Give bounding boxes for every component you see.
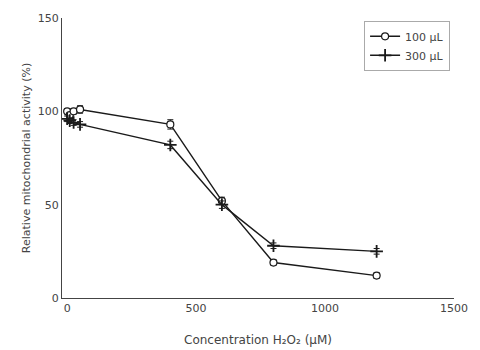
svg-text:150: 150 xyxy=(38,12,59,25)
svg-text:500: 500 xyxy=(186,302,207,315)
svg-text:Concentration H₂O₂ (μM): Concentration H₂O₂ (μM) xyxy=(184,333,332,347)
svg-text:100 μL: 100 μL xyxy=(405,31,443,44)
svg-text:100: 100 xyxy=(38,105,59,118)
svg-text:300 μL: 300 μL xyxy=(405,50,443,63)
svg-text:Relative mitochondrial activit: Relative mitochondrial activity (%) xyxy=(20,63,33,253)
svg-text:1000: 1000 xyxy=(311,302,339,315)
svg-text:50: 50 xyxy=(45,199,59,212)
svg-text:0: 0 xyxy=(52,292,59,305)
svg-text:0: 0 xyxy=(64,302,71,315)
svg-text:1500: 1500 xyxy=(440,302,468,315)
